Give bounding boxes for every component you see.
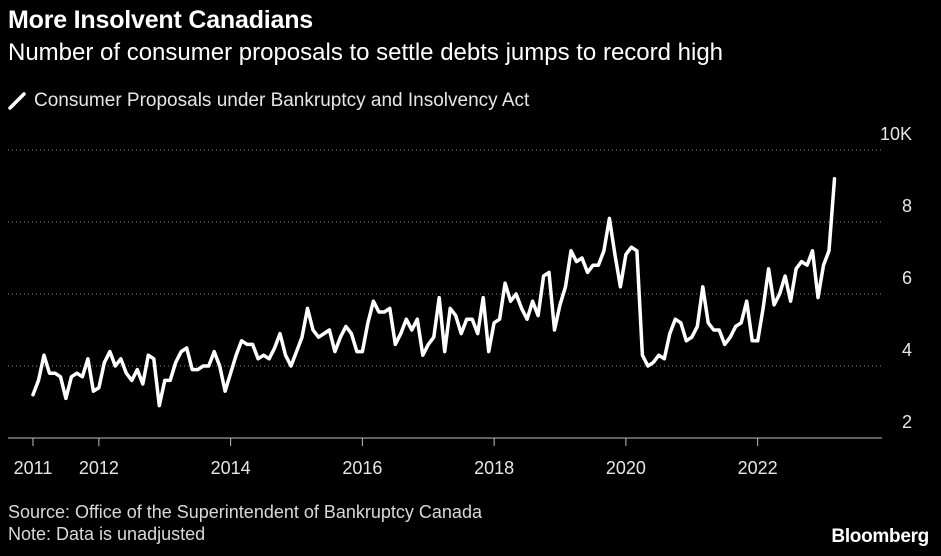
x-tick-labels: 2011 2012 2014 2016 2018 2020 2022 — [14, 458, 778, 478]
x-tick-label: 2016 — [342, 458, 382, 478]
x-tick-label: 2022 — [738, 458, 778, 478]
y-tick-label: 4 — [902, 340, 912, 360]
bloomberg-logo: Bloomberg — [831, 526, 929, 547]
legend-line-icon — [8, 92, 26, 110]
y-tick-labels: 2 4 6 8 10K — [880, 124, 912, 432]
chart-title: More Insolvent Canadians — [8, 6, 313, 34]
x-tick-label: 2020 — [606, 458, 646, 478]
y-tick-label: 10K — [880, 124, 912, 144]
series-layer — [31, 177, 837, 408]
y-tick-label: 2 — [902, 412, 912, 432]
data-note: Note: Data is unadjusted — [8, 524, 206, 544]
x-tick-label: 2011 — [14, 458, 53, 478]
grid-lines — [8, 149, 882, 367]
series-line-consumer-proposals — [31, 177, 837, 408]
x-tick-label: 2018 — [474, 458, 514, 478]
y-tick-label: 6 — [902, 268, 912, 288]
legend-label: Consumer Proposals under Bankruptcy and … — [34, 90, 530, 111]
source-note: Source: Office of the Superintendent of … — [8, 502, 482, 522]
legend: Consumer Proposals under Bankruptcy and … — [8, 90, 529, 112]
x-tick-label: 2014 — [211, 458, 251, 478]
line-chart: 2011 2012 2014 2016 2018 2020 2022 2 4 6 8 10K — [8, 124, 912, 478]
x-axis — [8, 437, 882, 446]
x-tick-label: 2012 — [79, 458, 119, 478]
chart-subtitle: Number of consumer proposals to settle d… — [8, 39, 724, 66]
y-tick-label: 8 — [902, 196, 912, 216]
